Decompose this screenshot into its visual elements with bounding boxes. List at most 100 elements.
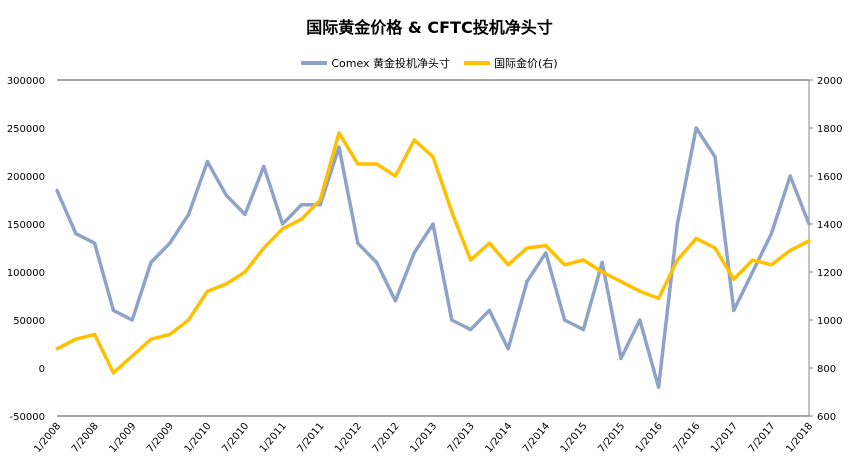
data-point xyxy=(111,308,115,312)
data-point xyxy=(469,328,473,332)
data-point xyxy=(675,222,680,226)
y-left-tick-label: 250000 xyxy=(7,124,45,135)
x-tick-label: 1/2009 xyxy=(107,421,138,455)
data-point xyxy=(694,236,698,240)
data-point xyxy=(187,212,191,216)
data-point xyxy=(581,328,586,332)
data-point xyxy=(675,258,680,262)
x-tick-label: 7/2009 xyxy=(145,421,176,455)
data-point xyxy=(431,222,435,226)
chart-title: 国际黄金价格 & CFTC投机净头寸 xyxy=(306,18,553,37)
y-left-tick-label: 0 xyxy=(39,364,45,375)
data-point xyxy=(563,318,567,322)
data-point xyxy=(356,241,360,245)
x-tick-label: 7/2010 xyxy=(220,421,251,455)
data-point xyxy=(788,248,792,252)
data-point xyxy=(55,347,59,351)
data-point xyxy=(93,332,97,336)
data-point xyxy=(525,246,529,250)
data-point xyxy=(713,155,717,159)
data-point xyxy=(807,222,811,226)
x-tick-label: 1/2014 xyxy=(483,421,514,455)
data-point xyxy=(713,246,717,250)
x-tick-label: 1/2008 xyxy=(32,421,63,455)
data-point xyxy=(506,263,510,267)
data-point xyxy=(375,162,379,166)
data-point xyxy=(111,371,115,375)
data-point xyxy=(751,270,755,274)
x-tick-label: 7/2017 xyxy=(747,421,778,455)
legend: Comex 黄金投机净头寸 国际金价(右) xyxy=(0,55,859,71)
data-point xyxy=(375,260,379,264)
y-right-tick-label: 1600 xyxy=(817,172,842,183)
y-right-tick-label: 2000 xyxy=(817,76,842,87)
x-tick-label: 1/2013 xyxy=(408,421,439,455)
x-tick-label: 7/2011 xyxy=(295,421,326,455)
data-point xyxy=(356,162,360,166)
data-point xyxy=(657,296,661,300)
data-point xyxy=(318,198,322,202)
y-right-tick-label: 1200 xyxy=(817,268,842,279)
data-point xyxy=(450,210,454,214)
data-point xyxy=(281,222,285,226)
y-left-tick-label: 200000 xyxy=(7,172,45,183)
data-point xyxy=(149,260,153,264)
data-point xyxy=(788,174,792,178)
data-point xyxy=(431,155,435,159)
data-point xyxy=(187,318,191,322)
data-point xyxy=(769,232,774,236)
x-tick-label: 1/2016 xyxy=(634,421,665,455)
data-point xyxy=(93,241,97,245)
data-point xyxy=(224,282,228,286)
y-left-tick-label: 150000 xyxy=(7,220,45,231)
data-point xyxy=(600,260,604,264)
data-point xyxy=(600,270,604,274)
legend-label: 国际金价(右) xyxy=(494,57,558,70)
legend-label: Comex 黄金投机净头寸 xyxy=(331,57,451,70)
data-point xyxy=(205,289,209,293)
data-point xyxy=(412,138,416,142)
data-point xyxy=(243,270,247,274)
data-point xyxy=(732,277,736,281)
data-point xyxy=(205,160,209,164)
data-point xyxy=(74,232,78,236)
data-point xyxy=(74,337,78,341)
data-point xyxy=(393,174,397,178)
y-right-tick-label: 600 xyxy=(817,412,836,423)
y-left-tick-label: -50000 xyxy=(10,412,45,423)
x-tick-label: 1/2012 xyxy=(333,421,364,455)
data-point xyxy=(563,263,567,267)
data-point xyxy=(130,318,134,322)
x-tick-label: 1/2018 xyxy=(784,421,815,455)
data-point xyxy=(299,203,303,207)
data-point xyxy=(243,212,247,216)
data-point xyxy=(262,164,266,168)
x-tick-label: 1/2010 xyxy=(183,421,214,455)
y-right-tick-label: 800 xyxy=(817,364,836,375)
legend-item-net-position: Comex 黄金投机净头寸 xyxy=(301,55,450,71)
data-point xyxy=(807,239,811,243)
x-tick-label: 7/2013 xyxy=(446,421,477,455)
data-point xyxy=(168,241,172,245)
series-gold-price-line xyxy=(56,131,810,375)
x-tick-label: 1/2015 xyxy=(559,421,590,455)
data-point xyxy=(281,227,285,231)
data-point xyxy=(694,126,698,130)
data-point xyxy=(657,385,661,389)
data-point xyxy=(469,258,473,262)
data-point xyxy=(751,258,755,262)
y-right-tick-label: 1400 xyxy=(817,220,842,231)
data-point xyxy=(130,354,134,358)
y-right-tick-label: 1800 xyxy=(817,124,842,135)
data-point xyxy=(638,289,642,293)
x-tick-label: 7/2016 xyxy=(671,421,702,455)
data-point xyxy=(149,337,153,341)
legend-item-gold-price: 国际金价(右) xyxy=(464,55,558,71)
data-point xyxy=(487,308,491,312)
data-point xyxy=(544,244,548,248)
data-point xyxy=(337,131,341,135)
data-point xyxy=(337,145,341,149)
y-left-tick-label: 100000 xyxy=(7,268,45,279)
data-point xyxy=(168,332,172,336)
